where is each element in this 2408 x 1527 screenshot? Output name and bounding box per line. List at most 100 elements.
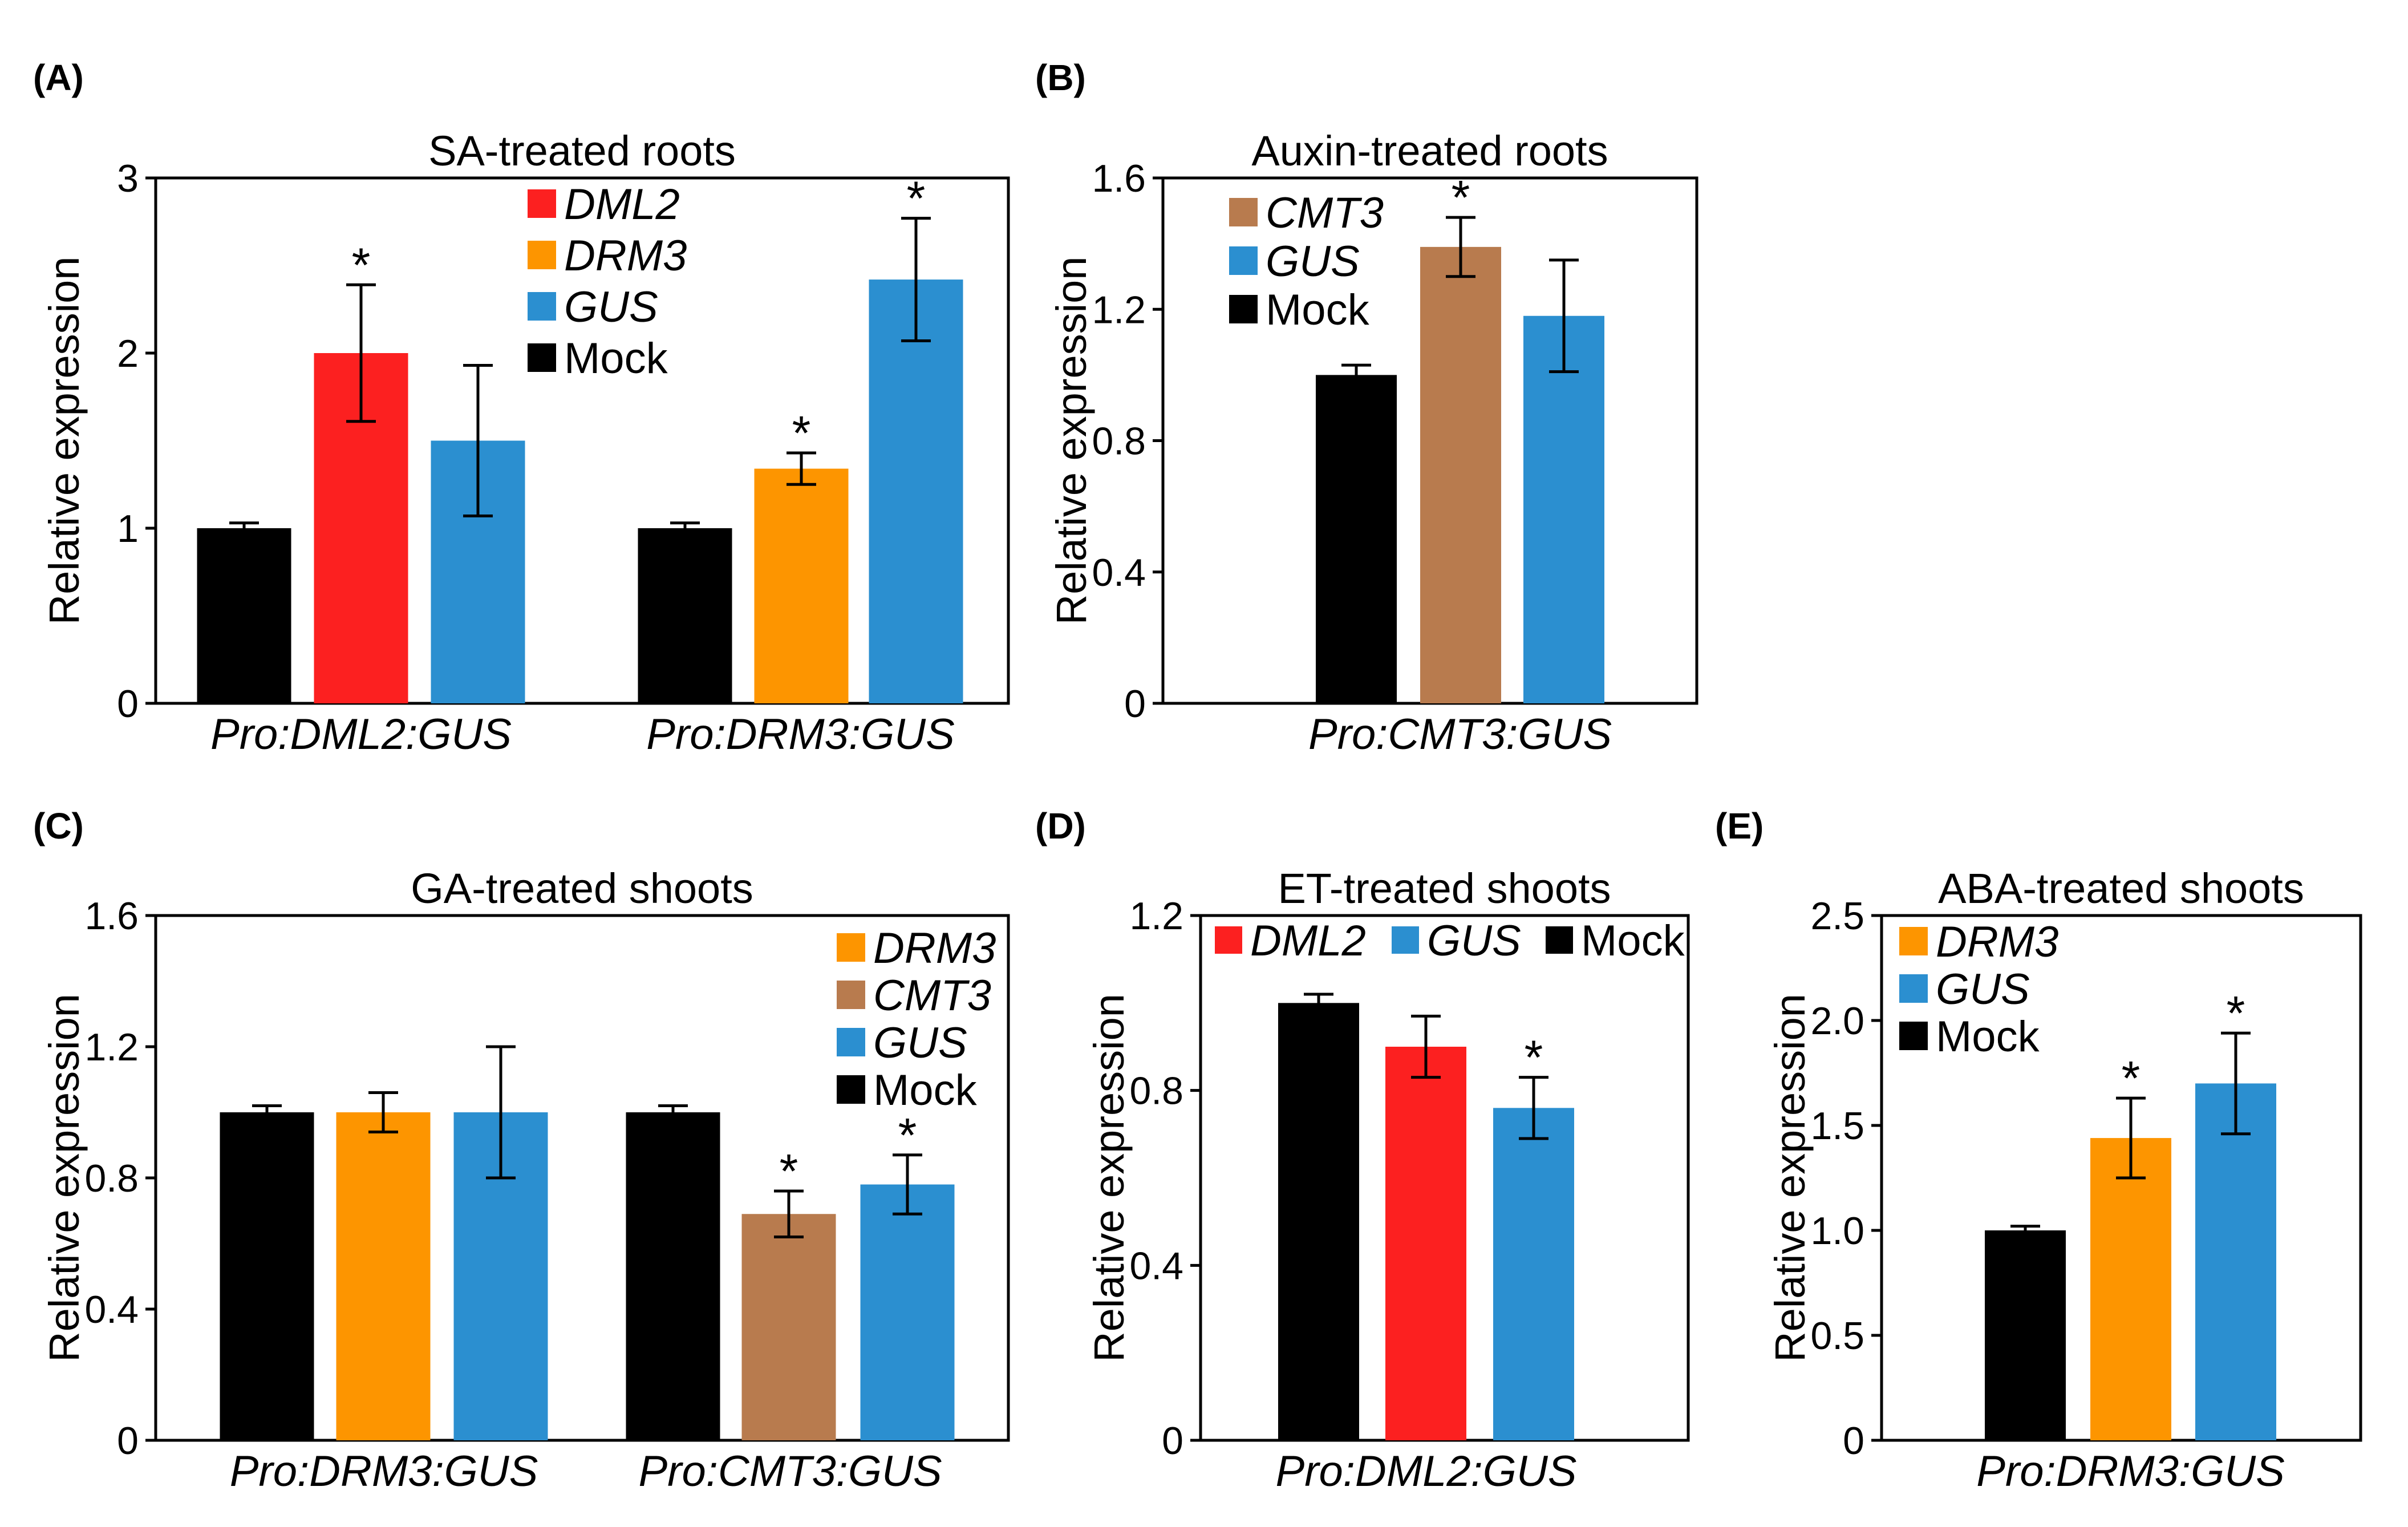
significance-star-e: * <box>2227 986 2245 1040</box>
panel-d-category-label: Pro:DML2:GUS <box>1276 1447 1577 1496</box>
panel-e-label: (E) <box>1715 805 1764 846</box>
legend-swatch-a-drm3 <box>528 241 556 269</box>
panel-a-ytick-label: 1 <box>117 507 139 550</box>
bar-a-mock-1 <box>197 528 291 703</box>
panel-b-ytick-label: 1.6 <box>1092 157 1146 200</box>
legend-label-b-gus: GUS <box>1266 237 1360 286</box>
significance-star-c: * <box>780 1144 798 1198</box>
legend-swatch-a-gus <box>528 292 556 321</box>
panel-d-ytick-label: 0.4 <box>1129 1244 1183 1287</box>
panel-e-ylabel: Relative expression <box>1766 994 1814 1362</box>
legend-swatch-c-mock <box>837 1075 865 1104</box>
panel-c-ylabel: Relative expression <box>40 994 88 1362</box>
panel-d-ytick-label: 1.2 <box>1129 894 1183 938</box>
bar-d-dml2-1 <box>1385 1047 1466 1440</box>
panel-b-ytick-label: 1.2 <box>1092 288 1146 331</box>
panel-e: (E) ABA-treated shoots 0 0.5 1.0 1.5 2.0 2.5 Rel… <box>1715 805 2362 1496</box>
panel-a-ytick-label: 2 <box>117 332 139 375</box>
legend-swatch-d-gus <box>1392 926 1419 954</box>
panel-a: (A) SA-treated roots 0 1 2 3 Relative expressi… <box>33 57 1010 759</box>
panel-b-label: (B) <box>1035 57 1086 98</box>
bar-d-gus-1 <box>1493 1108 1574 1440</box>
legend-swatch-d-dml2 <box>1215 926 1242 954</box>
significance-star-b: * <box>1452 171 1470 224</box>
bar-c-gus-2 <box>860 1184 955 1440</box>
significance-star-a: * <box>792 406 811 460</box>
significance-star-d: * <box>1525 1031 1543 1084</box>
panel-d-label: (D) <box>1035 805 1086 846</box>
panel-a-category-label: Pro:DML2:GUS <box>210 710 512 759</box>
bar-b-mock-1 <box>1316 375 1397 703</box>
bar-b-gus-1 <box>1523 315 1604 703</box>
legend-swatch-b-mock <box>1229 295 1258 323</box>
legend-swatch-e-mock <box>1899 1022 1928 1050</box>
panel-e-ytick-label: 2.0 <box>1810 999 1864 1043</box>
panel-e-ytick-label: 0.5 <box>1810 1314 1864 1358</box>
panel-c-ytick-label: 1.6 <box>84 894 139 938</box>
panel-d-ylabel: Relative expression <box>1085 994 1133 1362</box>
panel-b-ytick-label: 0.8 <box>1092 420 1146 463</box>
panel-c-ytick-label: 0.4 <box>84 1288 139 1331</box>
panel-e-ytick-label: 1.5 <box>1810 1104 1864 1148</box>
bar-b-cmt3-1 <box>1420 246 1501 704</box>
panel-d: (D) ET-treated shoots 0 0.4 0.8 1.2 Relative e… <box>1035 805 1690 1496</box>
bar-d-mock-1 <box>1278 1003 1359 1440</box>
panel-c-label: (C) <box>33 805 84 846</box>
legend-label-e-gus: GUS <box>1936 965 2030 1014</box>
panel-e-ytick-label: 2.5 <box>1810 894 1864 938</box>
legend-label-a-gus: GUS <box>564 283 658 331</box>
significance-star-c: * <box>898 1108 917 1162</box>
bar-c-cmt3-2 <box>741 1214 836 1440</box>
panel-b-ytick-label: 0.4 <box>1092 551 1146 594</box>
legend-label-b-mock: Mock <box>1266 286 1370 334</box>
panel-e-ytick-label: 1.0 <box>1810 1209 1864 1253</box>
significance-star-e: * <box>2122 1051 2141 1105</box>
bar-c-mock-2 <box>626 1112 720 1440</box>
panel-e-category-label: Pro:DRM3:GUS <box>1976 1447 2285 1496</box>
panel-c: (C) GA-treated shoots 0 0.4 0.8 1.2 1.6 Relativ… <box>33 805 1010 1496</box>
significance-star-a: * <box>907 172 926 225</box>
legend-label-a-mock: Mock <box>564 334 668 383</box>
legend-label-d-dml2: DML2 <box>1250 917 1366 965</box>
legend-swatch-b-cmt3 <box>1229 198 1258 226</box>
legend-swatch-c-drm3 <box>837 933 865 962</box>
legend-swatch-c-cmt3 <box>837 981 865 1009</box>
legend-label-d-mock: Mock <box>1581 917 1685 965</box>
panel-a-label: (A) <box>33 57 84 98</box>
panel-c-category-label: Pro:DRM3:GUS <box>230 1447 538 1496</box>
legend-label-d-gus: GUS <box>1427 917 1521 965</box>
panel-c-category-label: Pro:CMT3:GUS <box>638 1447 942 1496</box>
legend-swatch-c-gus <box>837 1028 865 1056</box>
bar-c-mock-1 <box>220 1112 314 1440</box>
panel-d-title: ET-treated shoots <box>1278 865 1611 912</box>
panel-e-ytick-label: 0 <box>1843 1419 1864 1463</box>
panel-c-ytick-label: 0 <box>117 1419 139 1463</box>
panel-a-title: SA-treated roots <box>428 127 736 175</box>
bar-c-drm3-1 <box>336 1112 431 1440</box>
legend-label-b-cmt3: CMT3 <box>1266 189 1384 237</box>
bar-a-gus-2 <box>869 280 963 703</box>
panel-a-ylabel: Relative expression <box>40 257 88 625</box>
legend-label-c-drm3: DRM3 <box>873 924 996 973</box>
legend-swatch-b-gus <box>1229 246 1258 275</box>
panel-a-plot-frame <box>154 176 1010 705</box>
legend-label-e-drm3: DRM3 <box>1936 918 2058 966</box>
panel-d-ytick-label: 0 <box>1162 1419 1183 1463</box>
legend-swatch-a-mock <box>528 343 556 372</box>
panel-b-ylabel: Relative expression <box>1048 257 1095 625</box>
bar-a-mock-2 <box>638 528 732 703</box>
panel-a-ytick-label: 3 <box>117 157 139 200</box>
panel-b: (B) Auxin-treated roots 0 0.4 0.8 1.2 1.6 Relat… <box>1035 57 1698 759</box>
panel-c-ytick-label: 1.2 <box>84 1026 139 1069</box>
panel-b-ytick-label: 0 <box>1124 682 1146 726</box>
panel-b-title: Auxin-treated roots <box>1251 127 1608 175</box>
bar-e-gus-1 <box>2195 1083 2276 1440</box>
legend-swatch-d-mock <box>1546 926 1573 954</box>
bar-a-drm3-2 <box>754 468 849 703</box>
panel-a-category-label: Pro:DRM3:GUS <box>646 710 955 759</box>
panel-c-ytick-label: 0.8 <box>84 1157 139 1200</box>
significance-star-a: * <box>352 238 371 291</box>
panel-c-title: GA-treated shoots <box>411 865 753 912</box>
panel-d-ytick-label: 0.8 <box>1129 1070 1183 1113</box>
